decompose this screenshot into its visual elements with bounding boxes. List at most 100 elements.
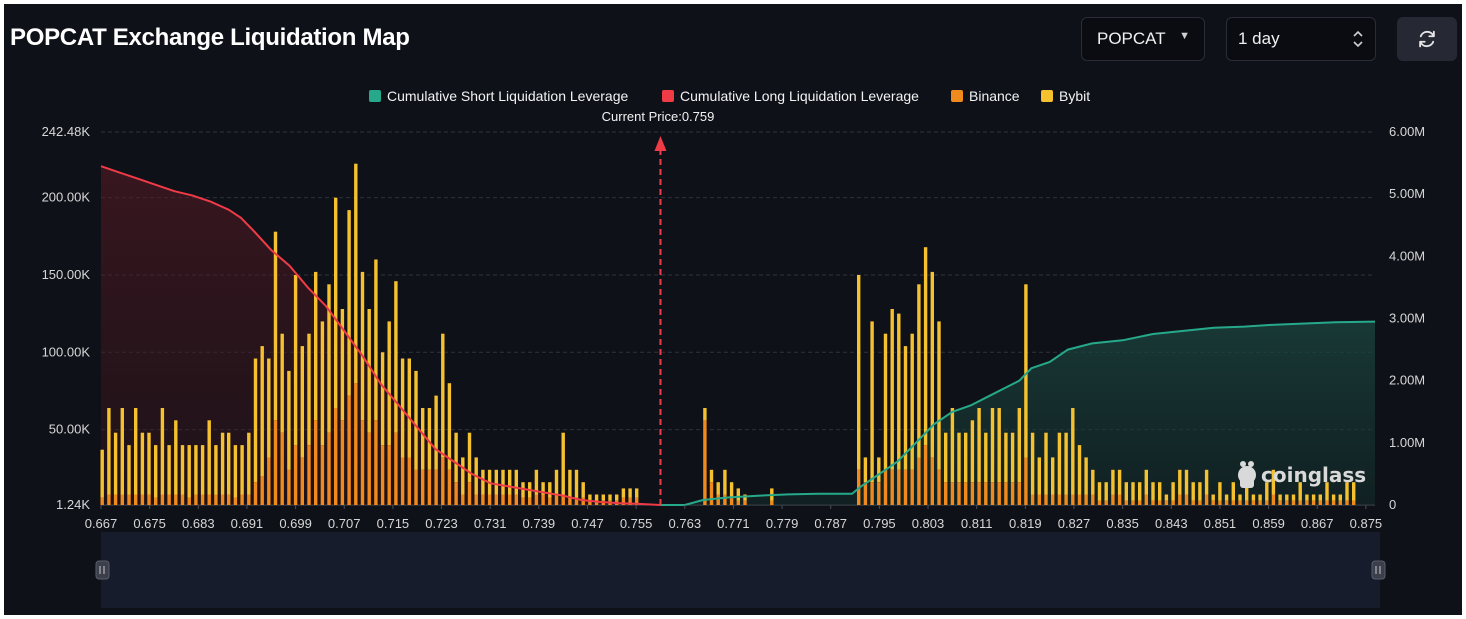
bar-bybit bbox=[729, 482, 734, 498]
range-select[interactable]: 1 day bbox=[1226, 17, 1376, 61]
range-slider-handle-right[interactable] bbox=[1371, 560, 1386, 580]
refresh-button[interactable] bbox=[1397, 17, 1457, 61]
bar-bybit bbox=[1278, 494, 1282, 501]
bar-binance bbox=[227, 494, 231, 505]
bar-binance bbox=[287, 469, 291, 505]
bar-bybit bbox=[167, 445, 171, 495]
bar-bybit bbox=[1198, 482, 1202, 501]
bar-bybit bbox=[314, 271, 318, 421]
bar-binance bbox=[1345, 500, 1349, 505]
bar-binance bbox=[1017, 482, 1021, 505]
x-tick-label: 0.811 bbox=[961, 516, 993, 531]
bar-bybit bbox=[253, 358, 258, 483]
bar-binance bbox=[327, 432, 331, 505]
x-tick-label: 0.875 bbox=[1350, 516, 1383, 531]
bar-binance bbox=[1111, 494, 1115, 505]
bar-binance bbox=[380, 445, 385, 505]
bar-binance bbox=[427, 469, 432, 505]
bar-binance bbox=[293, 445, 298, 505]
bar-bybit bbox=[501, 469, 505, 495]
x-tick-label: 0.715 bbox=[377, 516, 410, 531]
bar-bybit bbox=[1138, 482, 1142, 501]
bar-bybit bbox=[703, 408, 707, 421]
coin-select[interactable]: POPCAT ▼ bbox=[1081, 17, 1205, 61]
bar-binance bbox=[280, 432, 284, 505]
bar-binance bbox=[588, 500, 592, 505]
bar-bybit bbox=[154, 445, 158, 498]
x-tick-label: 0.859 bbox=[1252, 516, 1285, 531]
bar-binance bbox=[910, 469, 914, 505]
bar-binance bbox=[387, 445, 391, 505]
bar-bybit bbox=[1057, 432, 1062, 495]
bar-binance bbox=[1285, 500, 1289, 505]
y-left-tick-label: 100.00K bbox=[42, 344, 91, 359]
bar-bybit bbox=[220, 432, 225, 495]
bar-binance bbox=[1117, 494, 1122, 505]
bar-bybit bbox=[514, 469, 518, 495]
y-left-tick-label: 1.24K bbox=[56, 497, 90, 512]
legend-swatch-bybit bbox=[1041, 90, 1053, 102]
coinglass-logo-icon bbox=[1238, 461, 1256, 488]
range-slider-handle-left[interactable] bbox=[95, 560, 110, 580]
bar-binance bbox=[147, 494, 151, 505]
long-cumulative-line bbox=[100, 165, 661, 506]
bar-bybit bbox=[1077, 445, 1082, 495]
bar-bybit bbox=[267, 358, 271, 458]
bar-binance bbox=[127, 494, 131, 505]
bar-binance bbox=[534, 494, 539, 505]
caret-down-icon: ▼ bbox=[1179, 30, 1190, 42]
x-tick-label: 0.691 bbox=[231, 516, 264, 531]
x-tick-label: 0.739 bbox=[523, 516, 556, 531]
bar-binance bbox=[1044, 494, 1048, 505]
bar-bybit bbox=[194, 445, 198, 495]
bar-bybit bbox=[120, 408, 124, 495]
bar-binance bbox=[1084, 494, 1088, 505]
watermark: coinglass bbox=[1238, 461, 1366, 488]
x-tick-label: 0.819 bbox=[1009, 516, 1042, 531]
bar-binance bbox=[561, 494, 565, 505]
bar-binance bbox=[574, 497, 579, 505]
bar-binance bbox=[1291, 500, 1296, 505]
bar-bybit bbox=[1084, 457, 1088, 495]
bar-bybit bbox=[1352, 482, 1356, 501]
bar-bybit bbox=[716, 482, 720, 495]
bar-bybit bbox=[300, 346, 304, 458]
x-axis: 0.667 0.675 0.683 0.691 0.699 0.707 0.715 0.723… bbox=[85, 505, 1382, 531]
bar-binance bbox=[890, 469, 894, 505]
legend: Cumulative Short Liquidation Leverage Cu… bbox=[369, 88, 1090, 104]
range-slider[interactable] bbox=[95, 532, 1386, 608]
bar-binance bbox=[421, 469, 425, 505]
x-tick-label: 0.843 bbox=[1155, 516, 1188, 531]
bar-bybit bbox=[1251, 494, 1256, 501]
bar-bybit bbox=[174, 420, 178, 495]
bar-binance bbox=[474, 494, 478, 505]
bar-binance bbox=[214, 494, 218, 505]
bar-binance bbox=[267, 457, 271, 505]
bar-binance bbox=[1004, 482, 1008, 505]
bar-bybit bbox=[1265, 482, 1269, 501]
bar-binance bbox=[621, 497, 626, 505]
bar-bybit bbox=[1331, 494, 1336, 501]
y-left-tick-label: 50.00K bbox=[49, 422, 91, 437]
bar-bybit bbox=[984, 432, 988, 483]
y-right-tick-label: 1.00M bbox=[1389, 435, 1425, 450]
bar-bybit bbox=[548, 482, 552, 498]
bar-binance bbox=[1338, 500, 1342, 505]
bar-bybit bbox=[421, 408, 425, 470]
x-tick-label: 0.667 bbox=[85, 516, 118, 531]
bar-binance bbox=[1331, 500, 1336, 505]
bar-binance bbox=[1164, 500, 1169, 505]
bar-bybit bbox=[1131, 482, 1135, 501]
bar-bybit bbox=[1111, 469, 1115, 495]
bar-binance bbox=[1191, 500, 1195, 505]
bar-bybit bbox=[1017, 408, 1021, 483]
legend-label-bybit: Bybit bbox=[1059, 88, 1090, 104]
bar-bybit bbox=[467, 432, 472, 483]
bar-bybit bbox=[1298, 482, 1302, 501]
bar-binance bbox=[1251, 500, 1256, 505]
x-tick-label: 0.755 bbox=[620, 516, 653, 531]
bar-binance bbox=[501, 494, 505, 505]
x-tick-label: 0.771 bbox=[717, 516, 750, 531]
bar-bybit bbox=[1104, 482, 1108, 501]
bar-bybit bbox=[521, 482, 525, 498]
